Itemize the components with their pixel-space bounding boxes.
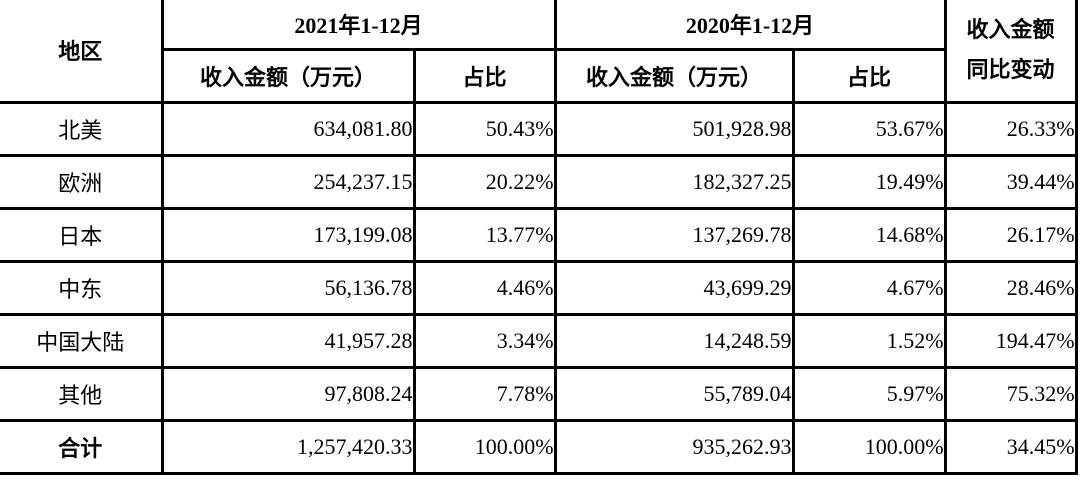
header-share-2020: 占比 bbox=[791, 47, 947, 104]
cell-share-2021: 50.43% bbox=[412, 100, 557, 157]
cell-share-2021: 4.46% bbox=[412, 259, 557, 316]
cell-share-2021: 20.22% bbox=[412, 153, 557, 210]
header-revenue-2020: 收入金额（万元） bbox=[553, 47, 795, 104]
cell-yoy: 39.44% bbox=[943, 153, 1078, 210]
cell-yoy: 194.47% bbox=[943, 312, 1078, 369]
cell-revenue-2021: 254,237.15 bbox=[160, 153, 416, 210]
table-row-mainland-china: 中国大陆 41,957.28 3.34% 14,248.59 1.52% 194… bbox=[0, 312, 1078, 369]
header-period-2021: 2021年1-12月 bbox=[160, 0, 557, 51]
cell-revenue-2020: 55,789.04 bbox=[553, 365, 795, 422]
cell-revenue-2021: 634,081.80 bbox=[160, 100, 416, 157]
cell-revenue-2020: 43,699.29 bbox=[553, 259, 795, 316]
cell-yoy: 26.33% bbox=[943, 100, 1078, 157]
total-label: 合计 bbox=[0, 418, 164, 475]
cell-revenue-2021: 41,957.28 bbox=[160, 312, 416, 369]
cell-revenue-2020: 501,928.98 bbox=[553, 100, 795, 157]
total-share-2020: 100.00% bbox=[791, 418, 947, 475]
header-period-2020: 2020年1-12月 bbox=[553, 0, 947, 51]
cell-share-2021: 7.78% bbox=[412, 365, 557, 422]
total-revenue-2021: 1,257,420.33 bbox=[160, 418, 416, 475]
cell-share-2021: 3.34% bbox=[412, 312, 557, 369]
region-label: 中东 bbox=[0, 259, 164, 316]
header-sub-row: 收入金额（万元） 占比 收入金额（万元） 占比 bbox=[0, 47, 1076, 104]
header-region: 地区 bbox=[0, 0, 164, 104]
cell-share-2020: 53.67% bbox=[791, 100, 947, 157]
region-label: 欧洲 bbox=[0, 153, 164, 210]
table-row-japan: 日本 173,199.08 13.77% 137,269.78 14.68% 2… bbox=[0, 206, 1078, 263]
cell-yoy: 28.46% bbox=[943, 259, 1078, 316]
cell-share-2020: 5.97% bbox=[791, 365, 947, 422]
cell-share-2020: 14.68% bbox=[791, 206, 947, 263]
table-row-middle-east: 中东 56,136.78 4.46% 43,699.29 4.67% 28.46… bbox=[0, 259, 1078, 316]
header-revenue-2021: 收入金额（万元） bbox=[160, 47, 416, 104]
header-group-row: 地区 2021年1-12月 2020年1-12月 收入金额 同比变动 bbox=[0, 0, 1078, 104]
table-row-total: 合计 1,257,420.33 100.00% 935,262.93 100.0… bbox=[0, 418, 1078, 475]
cell-revenue-2020: 137,269.78 bbox=[553, 206, 795, 263]
header-share-2021: 占比 bbox=[412, 47, 557, 104]
cell-yoy: 75.32% bbox=[943, 365, 1078, 422]
cell-share-2021: 13.77% bbox=[412, 206, 557, 263]
total-share-2021: 100.00% bbox=[412, 418, 557, 475]
region-label: 北美 bbox=[0, 100, 164, 157]
region-label: 日本 bbox=[0, 206, 164, 263]
region-label: 中国大陆 bbox=[0, 312, 164, 369]
cell-revenue-2020: 14,248.59 bbox=[553, 312, 795, 369]
cell-yoy: 26.17% bbox=[943, 206, 1078, 263]
total-revenue-2020: 935,262.93 bbox=[553, 418, 795, 475]
cell-share-2020: 19.49% bbox=[791, 153, 947, 210]
region-label: 其他 bbox=[0, 365, 164, 422]
table-row-other: 其他 97,808.24 7.78% 55,789.04 5.97% 75.32… bbox=[0, 365, 1078, 422]
total-yoy: 34.45% bbox=[943, 418, 1078, 475]
cell-share-2020: 4.67% bbox=[791, 259, 947, 316]
cell-revenue-2021: 97,808.24 bbox=[160, 365, 416, 422]
cell-revenue-2021: 56,136.78 bbox=[160, 259, 416, 316]
header-yoy-change: 收入金额 同比变动 bbox=[943, 0, 1078, 104]
table-row-europe: 欧洲 254,237.15 20.22% 182,327.25 19.49% 3… bbox=[0, 153, 1078, 210]
cell-share-2020: 1.52% bbox=[791, 312, 947, 369]
cell-revenue-2020: 182,327.25 bbox=[553, 153, 795, 210]
cell-revenue-2021: 173,199.08 bbox=[160, 206, 416, 263]
table-row-north-america: 北美 634,081.80 50.43% 501,928.98 53.67% 2… bbox=[0, 100, 1078, 157]
